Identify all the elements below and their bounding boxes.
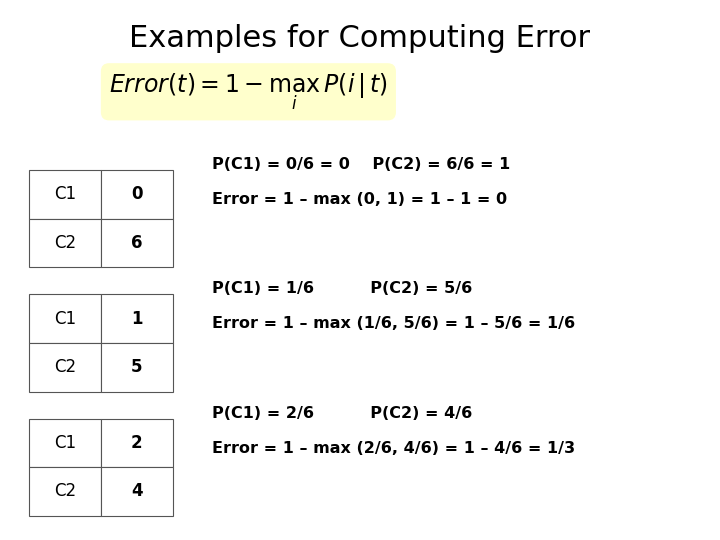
- Bar: [101, 170, 173, 219]
- Text: Error = 1 – max (2/6, 4/6) = 1 – 4/6 = 1/3: Error = 1 – max (2/6, 4/6) = 1 – 4/6 = 1…: [212, 441, 575, 456]
- Text: Error = 1 – max (0, 1) = 1 – 1 = 0: Error = 1 – max (0, 1) = 1 – 1 = 0: [212, 192, 508, 207]
- Text: C2: C2: [54, 482, 76, 501]
- Text: Examples for Computing Error: Examples for Computing Error: [130, 24, 590, 53]
- Bar: [29, 219, 101, 267]
- Bar: [29, 294, 101, 343]
- Text: C1: C1: [54, 185, 76, 204]
- Text: 5: 5: [131, 358, 143, 376]
- Bar: [29, 467, 101, 516]
- Bar: [29, 418, 101, 467]
- Text: 0: 0: [131, 185, 143, 204]
- Text: C1: C1: [54, 434, 76, 452]
- Text: P(C1) = 2/6          P(C2) = 4/6: P(C1) = 2/6 P(C2) = 4/6: [212, 406, 472, 421]
- Bar: [101, 294, 173, 343]
- Text: 4: 4: [131, 482, 143, 501]
- Text: P(C1) = 0/6 = 0    P(C2) = 6/6 = 1: P(C1) = 0/6 = 0 P(C2) = 6/6 = 1: [212, 157, 510, 172]
- Bar: [101, 467, 173, 516]
- Text: 1: 1: [131, 309, 143, 328]
- Bar: [29, 343, 101, 391]
- Text: C2: C2: [54, 358, 76, 376]
- Text: C2: C2: [54, 234, 76, 252]
- Bar: [101, 343, 173, 391]
- Text: C1: C1: [54, 309, 76, 328]
- Text: 6: 6: [131, 234, 143, 252]
- Text: Error = 1 – max (1/6, 5/6) = 1 – 5/6 = 1/6: Error = 1 – max (1/6, 5/6) = 1 – 5/6 = 1…: [212, 316, 575, 332]
- Bar: [101, 418, 173, 467]
- Text: P(C1) = 1/6          P(C2) = 5/6: P(C1) = 1/6 P(C2) = 5/6: [212, 281, 472, 296]
- Text: 2: 2: [131, 434, 143, 452]
- Bar: [29, 170, 101, 219]
- Text: $\mathit{Error}(t) = 1 - \underset{i}{\max}\, P(i\,|\,t)$: $\mathit{Error}(t) = 1 - \underset{i}{\m…: [109, 71, 387, 112]
- Bar: [101, 219, 173, 267]
